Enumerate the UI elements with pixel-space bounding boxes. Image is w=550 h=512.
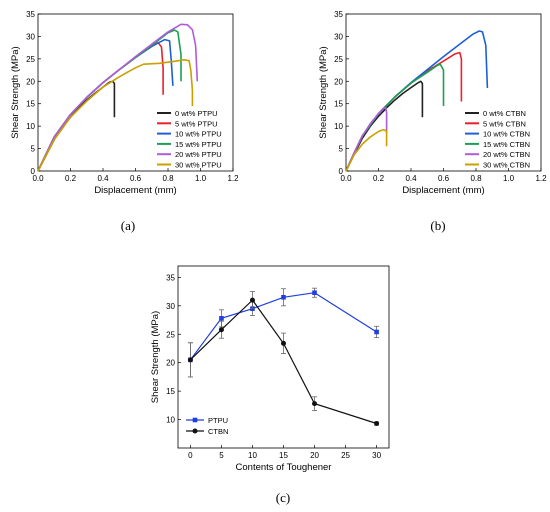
y-axis-title: Shear Strength (MPa)	[150, 311, 161, 403]
data-point-ptpu	[281, 294, 286, 300]
series-line-0-wt-ptpu	[37, 80, 116, 172]
y-tick-label: 20	[334, 77, 343, 86]
legend-marker-ptpu	[192, 417, 198, 423]
x-tick-label: 0.4	[97, 174, 109, 183]
legend-label-ctbn: CTBN	[208, 427, 228, 436]
series-line-20-wt-ctbn	[345, 107, 388, 172]
y-tick-label: 10	[26, 122, 35, 131]
legend-label-20-wt-ptpu: 20 wt% PTPU	[175, 150, 222, 159]
panel-a: 0.0 0.2 0.4 0.6 0.8 1.0 1.2 0 5 10 15 20 25 30 35 Displ…	[10, 10, 239, 196]
x-tick-label: 15	[279, 451, 288, 460]
y-tick-label: 15	[26, 100, 35, 109]
series-line-5-wt-ptpu	[37, 41, 164, 172]
x-tick-label: 5	[219, 451, 224, 460]
y-tick-label: 35	[166, 273, 175, 282]
y-tick-label: 35	[334, 10, 343, 19]
x-tick-label: 10	[248, 451, 257, 460]
legend-label-5-wt-ctbn: 5 wt% CTBN	[483, 119, 526, 128]
y-tick-label: 25	[26, 55, 35, 64]
y-tick-label: 15	[166, 387, 175, 396]
panel-b: 0.0 0.2 0.4 0.6 0.8 1.0 1.2 0 5 10 15 20 25 30 35 Displ…	[318, 10, 547, 196]
legend-label-5-wt-ptpu: 5 wt% PTPU	[175, 119, 218, 128]
x-tick-label: 1.0	[503, 174, 515, 183]
data-point-ptpu	[312, 290, 317, 296]
series-line-20-wt-ptpu	[37, 23, 199, 172]
x-tick-label: 25	[341, 451, 350, 460]
y-tick-label: 0	[339, 167, 344, 176]
legend-label-15-wt-ctbn: 15 wt% CTBN	[483, 140, 530, 149]
x-tick-label: 0	[188, 451, 193, 460]
legend-label-ptpu: PTPU	[208, 416, 228, 425]
y-tick-label: 30	[26, 32, 35, 41]
data-point-ctbn	[187, 357, 193, 363]
x-axis-title: Displacement (mm)	[402, 185, 484, 196]
legend-label-30-wt-ptpu: 30 wt% PTPU	[175, 161, 222, 170]
y-tick-label: 25	[334, 55, 343, 64]
data-point-ctbn	[312, 401, 318, 407]
y-axis-title: Shear Strength (MPa)	[10, 46, 21, 138]
series-line-30-wt-ptpu	[37, 58, 194, 172]
y-tick-label: 25	[166, 330, 175, 339]
data-point-ctbn	[249, 297, 255, 303]
y-tick-label: 20	[26, 77, 35, 86]
series-line-10-wt-ctbn	[345, 30, 489, 172]
y-tick-label: 35	[26, 10, 35, 19]
series-line-15-wt-ptpu	[37, 29, 182, 172]
x-tick-label: 0.0	[32, 174, 44, 183]
legend-label-0-wt-ctbn: 0 wt% CTBN	[483, 109, 526, 118]
series-line-ptpu	[189, 292, 377, 361]
x-tick-label: 0.8	[470, 174, 482, 183]
data-point-ctbn	[374, 421, 380, 427]
data-point-ctbn	[281, 340, 286, 346]
legend-label-20-wt-ctbn: 20 wt% CTBN	[483, 150, 530, 159]
x-tick-label: 1.0	[195, 174, 207, 183]
y-tick-label: 10	[166, 416, 175, 425]
x-axis-title: Contents of Toughener	[236, 462, 332, 473]
x-tick-label: 0.4	[405, 174, 417, 183]
y-axis-title: Shear Strength (MPa)	[318, 46, 329, 138]
series-line-0-wt-ctbn	[345, 80, 424, 172]
x-axis-title: Displacement (mm)	[94, 185, 176, 196]
y-tick-label: 20	[166, 359, 175, 368]
x-tick-label: 1.2	[227, 174, 239, 183]
caption-a: (a)	[121, 218, 135, 233]
x-tick-label: 0.6	[130, 174, 142, 183]
caption-c: (c)	[276, 490, 290, 505]
caption-b: (b)	[430, 218, 445, 233]
legend-label-30-wt-ctbn: 30 wt% CTBN	[483, 161, 530, 170]
x-tick-label: 20	[310, 451, 319, 460]
y-tick-label: 0	[31, 167, 36, 176]
legend-label-10-wt-ptpu: 10 wt% PTPU	[175, 130, 222, 139]
legend-marker-ctbn	[192, 428, 198, 434]
x-tick-label: 0.8	[162, 174, 174, 183]
legend-label-15-wt-ptpu: 15 wt% PTPU	[175, 140, 222, 149]
y-tick-label: 5	[31, 145, 36, 154]
legend-label-0-wt-ptpu: 0 wt% PTPU	[175, 109, 218, 118]
series-line-10-wt-ptpu	[37, 38, 174, 172]
x-tick-label: 0.6	[438, 174, 450, 183]
y-tick-label: 30	[334, 32, 343, 41]
x-tick-label: 0.2	[373, 174, 385, 183]
legend-label-10-wt-ctbn: 10 wt% CTBN	[483, 130, 530, 139]
panel-c: 0 5 10 15 20 25 30 10 15 20 25 30 35 Contents of Toug…	[150, 265, 390, 473]
data-point-ctbn	[218, 327, 224, 333]
y-tick-label: 5	[339, 145, 344, 154]
data-point-ptpu	[219, 316, 224, 321]
y-tick-label: 10	[334, 122, 343, 131]
x-tick-label: 1.2	[535, 174, 547, 183]
x-tick-label: 0.0	[340, 174, 352, 183]
series-line-15-wt-ctbn	[345, 63, 445, 172]
x-tick-label: 0.2	[65, 174, 77, 183]
data-point-ptpu	[374, 329, 379, 335]
series-line-ctbn	[189, 299, 377, 425]
series-line-30-wt-ctbn	[345, 128, 388, 172]
x-tick-label: 30	[372, 451, 381, 460]
y-tick-label: 15	[334, 100, 343, 109]
y-tick-label: 30	[166, 302, 175, 311]
